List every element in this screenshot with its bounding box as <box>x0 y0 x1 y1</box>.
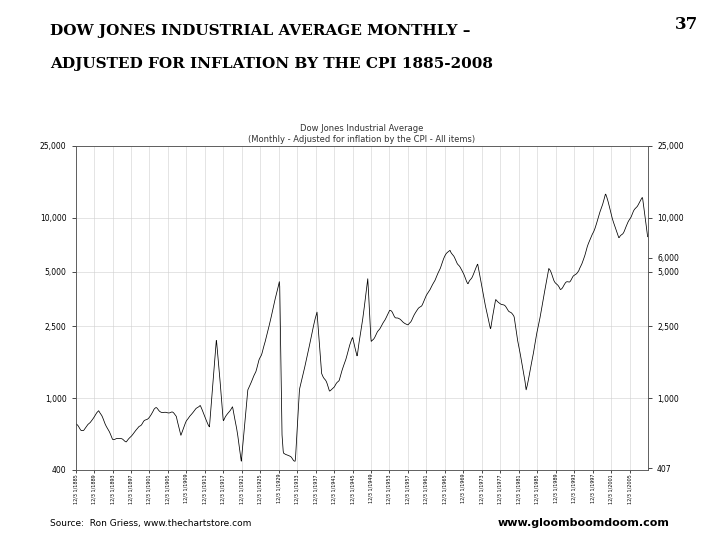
Text: www.gloomboomdoom.com: www.gloomboomdoom.com <box>498 518 670 528</box>
Text: Source:  Ron Griess, www.thechartstore.com: Source: Ron Griess, www.thechartstore.co… <box>50 519 252 528</box>
Title: Dow Jones Industrial Average
(Monthly - Adjusted for inflation by the CPI - All : Dow Jones Industrial Average (Monthly - … <box>248 124 475 144</box>
Text: ADJUSTED FOR INFLATION BY THE CPI 1885-2008: ADJUSTED FOR INFLATION BY THE CPI 1885-2… <box>50 57 493 71</box>
Text: DOW JONES INDUSTRIAL AVERAGE MONTHLY –: DOW JONES INDUSTRIAL AVERAGE MONTHLY – <box>50 24 471 38</box>
Text: 37: 37 <box>675 16 698 33</box>
